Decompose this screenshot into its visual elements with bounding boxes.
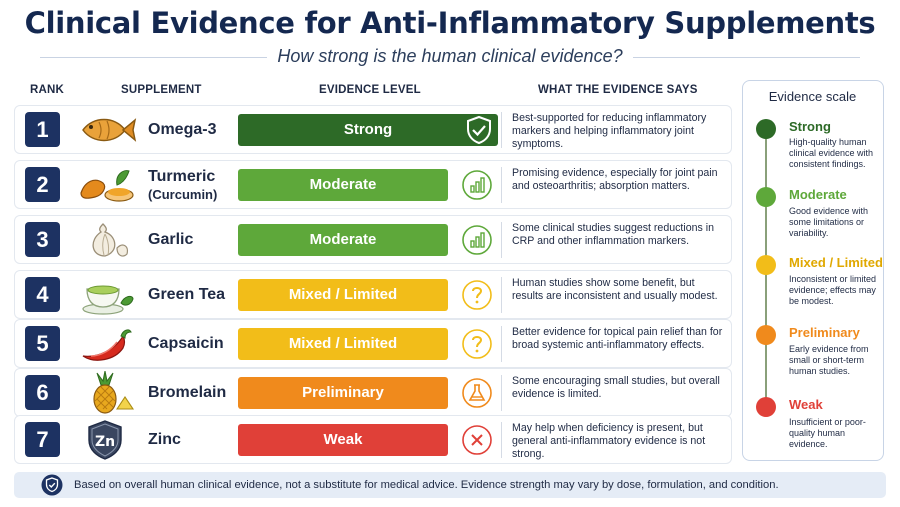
supplement-name: Turmeric — [148, 168, 216, 185]
evidence-level-bar: Moderate — [238, 169, 448, 201]
column-divider — [501, 222, 502, 258]
supplement-name: Capsaicin — [148, 335, 224, 352]
scale-desc-weak: Insufficient or poor-quality human evide… — [789, 417, 866, 449]
subtitle-banner: How strong is the human clinical evidenc… — [40, 46, 860, 68]
scale-label-moderate: Moderate — [789, 187, 847, 202]
evidence-level-bar: Mixed / Limited — [238, 279, 448, 311]
rank-badge: 4 — [25, 277, 60, 312]
scale-desc-mixed: Inconsistent or limited evidence; effect… — [789, 274, 877, 306]
table-row: 4 Green Tea Mixed / Limited Human studie… — [14, 270, 732, 319]
disclaimer-footer: Based on overall human clinical evidence… — [14, 472, 886, 498]
scale-desc-preliminary: Early evidence from small or short-term … — [789, 344, 869, 376]
supplement-name: Garlic — [148, 231, 194, 248]
evidence-level-bar: Weak — [238, 424, 448, 456]
column-header-says: WHAT THE EVIDENCE SAYS — [538, 84, 698, 96]
x-circle-icon — [462, 425, 492, 455]
scale-desc-moderate: Good evidence with some limitations or v… — [789, 206, 869, 238]
garlic-icon — [92, 223, 128, 257]
scale-label-weak: Weak — [789, 397, 823, 412]
fish-icon — [82, 118, 137, 142]
rank-badge: 3 — [25, 222, 60, 257]
column-header-rank: RANK — [30, 84, 65, 96]
evidence-level-bar: Strong — [238, 114, 498, 146]
tea-cup-icon — [82, 285, 134, 315]
table-row: 7 Zn Zinc Weak May help when deficiency … — [14, 415, 732, 464]
table-row: 6 Bromelain Preliminary Some encouraging… — [14, 368, 732, 417]
scale-desc-strong: High-quality human clinical evidence wit… — [789, 137, 874, 169]
column-divider — [501, 375, 502, 411]
evidence-summary: Promising evidence, especially for joint… — [512, 167, 718, 192]
shield-check-icon — [41, 474, 63, 496]
evidence-summary: May help when deficiency is present, but… — [512, 422, 706, 460]
column-header-level: EVIDENCE LEVEL — [319, 84, 421, 96]
rank-badge: 2 — [25, 167, 60, 202]
pineapple-icon — [93, 371, 135, 414]
rank-badge: 1 — [25, 112, 60, 147]
question-icon — [462, 329, 492, 359]
bar-chart-icon — [462, 170, 492, 200]
supplement-name: Green Tea — [148, 286, 226, 303]
scale-title: Evidence scale — [768, 89, 857, 104]
shield-check-icon — [467, 115, 491, 145]
column-divider — [501, 167, 502, 203]
zinc-symbol: Zn — [95, 434, 115, 450]
evidence-level-bar: Mixed / Limited — [238, 328, 448, 360]
supplement-name: Omega-3 — [148, 121, 217, 138]
flask-icon — [462, 378, 492, 408]
table-row: 3 Garlic Moderate Some clinical studies … — [14, 215, 732, 264]
question-icon — [462, 280, 492, 310]
scale-dot-preliminary — [756, 325, 776, 345]
supplement-name: Bromelain — [148, 384, 227, 401]
evidence-level-bar: Preliminary — [238, 377, 448, 409]
evidence-summary: Some encouraging small studies, but over… — [512, 375, 720, 400]
evidence-summary: Human studies show some benefit, but res… — [512, 277, 718, 302]
evidence-summary: Better evidence for topical pain relief … — [512, 326, 723, 351]
chili-pepper-icon — [82, 329, 132, 361]
rank-badge: 7 — [25, 422, 60, 457]
table-row: 2 Turmeric (Curcumin) Moderate Promising… — [14, 160, 732, 209]
table-row: 5 Capsaicin Mixed / Limited Better evide… — [14, 319, 732, 368]
evidence-scale-panel: Evidence scale Strong High-quality human… — [742, 80, 884, 461]
column-header-supplement: SUPPLEMENT — [121, 84, 202, 96]
scale-dot-strong — [756, 119, 776, 139]
supplement-subname: (Curcumin) — [148, 187, 218, 202]
evidence-level-bar: Moderate — [238, 224, 448, 256]
column-divider — [501, 422, 502, 458]
subtitle: How strong is the human clinical evidenc… — [267, 46, 633, 66]
bar-chart-icon — [462, 225, 492, 255]
rank-badge: 5 — [25, 326, 60, 361]
scale-dot-moderate — [756, 187, 776, 207]
supplement-name: Zinc — [148, 431, 181, 448]
scale-dot-mixed — [756, 255, 776, 275]
scale-dot-weak — [756, 397, 776, 417]
rank-badge: 6 — [25, 375, 60, 410]
disclaimer-text: Based on overall human clinical evidence… — [74, 479, 779, 491]
evidence-summary: Best-supported for reducing inflammatory… — [512, 112, 707, 150]
page-title: Clinical Evidence for Anti-Inflammatory … — [24, 6, 876, 40]
scale-label-mixed: Mixed / Limited — [789, 255, 883, 270]
evidence-summary: Some clinical studies suggest reductions… — [512, 222, 714, 247]
scale-label-preliminary: Preliminary — [789, 325, 860, 340]
column-divider — [501, 112, 502, 148]
zinc-shield-icon: Zn — [88, 420, 122, 460]
table-row: 1 Omega-3 Strong Best-supported for redu… — [14, 105, 732, 154]
column-divider — [501, 326, 502, 362]
turmeric-icon — [80, 170, 134, 202]
scale-label-strong: Strong — [789, 119, 831, 134]
column-divider — [501, 277, 502, 313]
